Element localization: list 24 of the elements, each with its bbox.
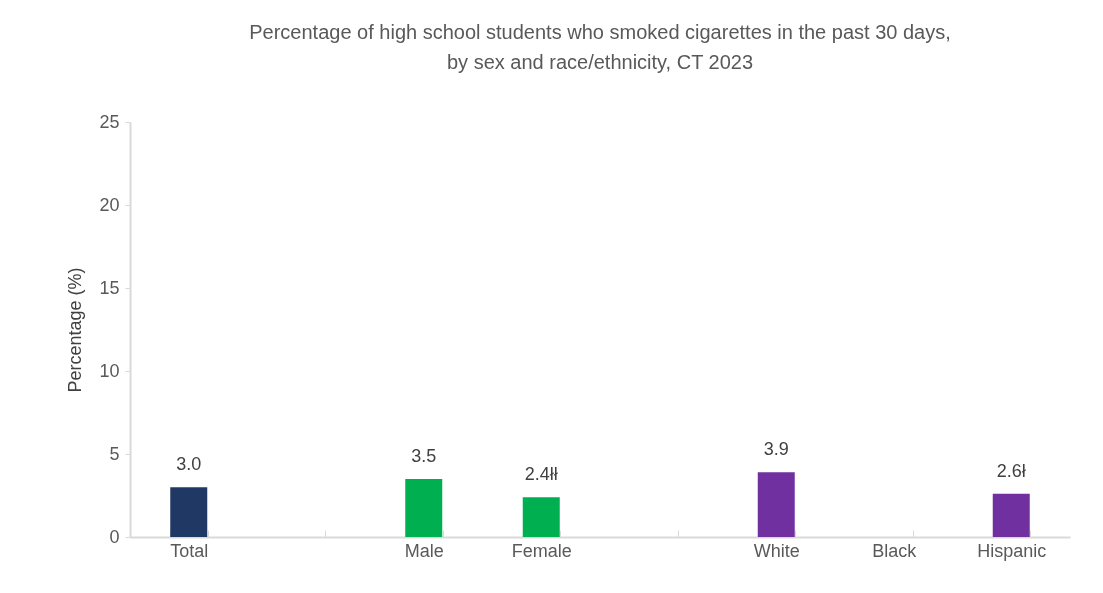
chart-title: Percentage of high school students who smoked cigarettes in the past 30 days, by sex and race/ethnicity, CT 2023 [249,21,951,73]
y-tick-label: 25 [99,111,120,132]
x-tick-label: Female [511,540,572,561]
y-tick-label: 15 [99,277,120,298]
y-axis-title: Percentage (%) [65,267,86,393]
x-tick-label: Black [872,540,918,561]
x-tick-label: White [753,540,800,561]
data-label: 2.4łł [524,464,558,485]
bar [522,497,560,537]
data-label: 3.9 [763,439,789,460]
data-label: 2.6ł [996,460,1026,481]
x-tick-label: Total [170,540,209,561]
x-tick-label: Hispanic [977,540,1047,561]
y-tick-label: 10 [99,360,120,381]
data-label: 3.0 [176,454,202,475]
data-label: 3.5 [411,445,437,466]
y-tick-label: 20 [99,194,120,215]
y-tick-label: 5 [109,443,120,464]
bar [757,472,795,537]
bar [992,493,1030,537]
bar [170,487,208,537]
bar [405,478,443,537]
y-tick-label: 0 [109,526,120,547]
x-tick-label: Male [404,540,444,561]
